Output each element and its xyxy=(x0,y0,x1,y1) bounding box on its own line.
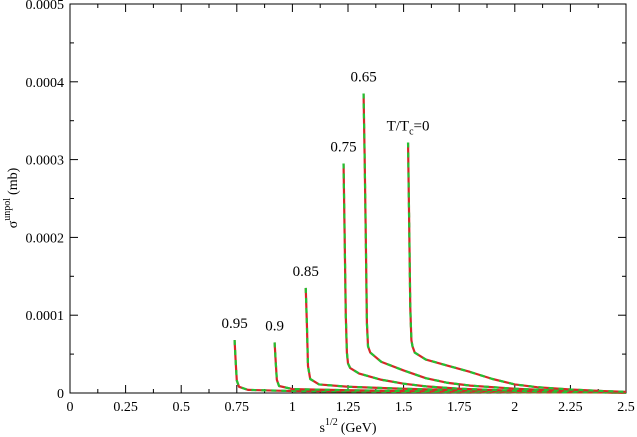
x-tick-label: 0.75 xyxy=(225,400,250,415)
curve-label: 0.9 xyxy=(265,318,284,334)
y-tick-label: 0.0005 xyxy=(26,0,65,13)
y-axis-title-sup: unpol xyxy=(2,198,13,221)
y-tick-label: 0.0001 xyxy=(26,309,65,324)
y-tick-label: 0 xyxy=(57,387,64,402)
plot-frame xyxy=(69,3,627,394)
axis-ticks: 0 0.25 0.5 0.75 1 1.25 1.5 1.75 2 2.25 2.5 0 0.0001 0… xyxy=(26,0,635,415)
series-line xyxy=(304,287,627,394)
series-line xyxy=(362,93,627,394)
x-tick-label: 2.5 xyxy=(617,400,635,415)
x-tick-label: 2 xyxy=(511,400,518,415)
curve-label-sub: c xyxy=(409,126,414,137)
y-axis-title-unit: (mb) xyxy=(6,167,21,195)
curve-labels: 0.95 0.9 0.85 0.75 0.65 T/Tc=0 xyxy=(221,69,429,334)
x-tick-label: 2.25 xyxy=(558,400,583,415)
x-axis-title-unit: (GeV) xyxy=(341,421,377,436)
y-axis-title: σunpol (mb) xyxy=(2,167,21,228)
series-line xyxy=(233,340,627,394)
series-line-dashed xyxy=(304,287,627,394)
y-tick-label: 0.0004 xyxy=(26,76,65,91)
x-tick-label: 0 xyxy=(67,400,74,415)
series-line-dashed xyxy=(233,340,627,394)
curve-label: 0.85 xyxy=(293,264,319,280)
curve-label: 0.65 xyxy=(350,69,376,85)
curve-label: 0.75 xyxy=(330,139,356,155)
svg-text:σunpol(mb): σunpol (mb) xyxy=(2,167,21,228)
y-tick-label: 0.0003 xyxy=(26,154,65,169)
curves xyxy=(233,93,627,394)
x-tick-label: 1 xyxy=(289,400,296,415)
y-axis-title-base: σ xyxy=(6,220,21,228)
series-line xyxy=(406,142,627,393)
x-tick-label: 0.25 xyxy=(113,400,138,415)
x-axis-title: s1/2 (GeV) xyxy=(320,417,377,436)
x-axis-title-sup: 1/2 xyxy=(325,417,338,428)
series-line-dashed xyxy=(342,163,627,394)
x-tick-label: 1.75 xyxy=(447,400,472,415)
series-line-dashed xyxy=(362,93,627,394)
x-tick-label: 0.5 xyxy=(172,400,190,415)
curve-label: T/Tc=0 xyxy=(387,118,430,137)
y-tick-label: 0.0002 xyxy=(26,231,65,246)
svg-text:s1/2(GeV): s1/2 (GeV) xyxy=(320,417,377,436)
curve-label-main: T/T xyxy=(387,118,410,134)
x-tick-label: 1.25 xyxy=(336,400,361,415)
series-line xyxy=(342,163,627,394)
x-tick-label: 1.5 xyxy=(395,400,413,415)
x-axis-title-base: s xyxy=(320,421,325,436)
curve-label-tail: =0 xyxy=(414,118,430,134)
series-line-dashed xyxy=(406,142,627,393)
curve-label: 0.95 xyxy=(221,316,247,332)
